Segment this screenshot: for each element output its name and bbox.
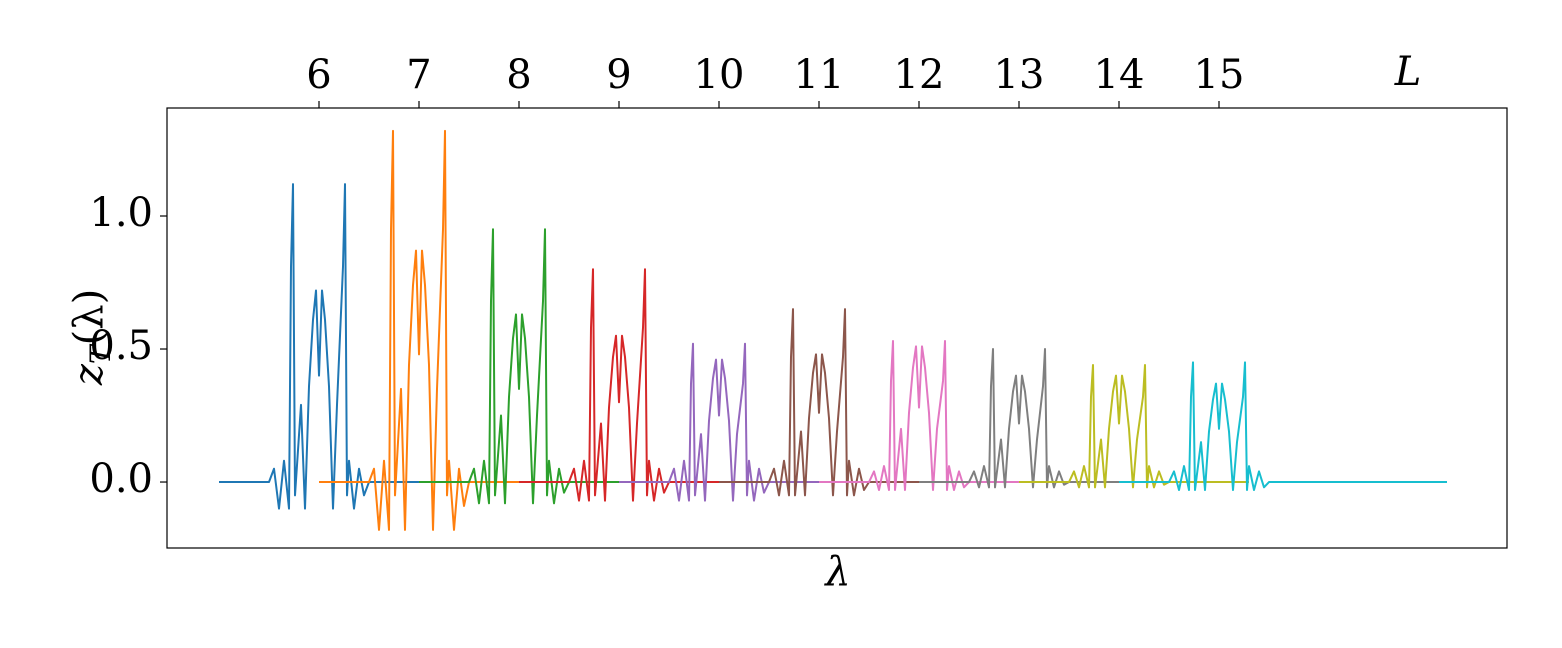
y-label-rest: (λ) (66, 289, 112, 346)
x-tick-label: 15 (1194, 52, 1245, 98)
y-axis-label: zT(λ) (66, 289, 117, 386)
y-label-base: z (66, 363, 112, 386)
x-tick-label: 8 (506, 52, 531, 98)
x-tick-label: 12 (894, 52, 945, 98)
top-axis-label: L (1394, 49, 1422, 95)
series-line (819, 340, 1049, 492)
series-line (619, 342, 849, 502)
series-line (419, 228, 649, 505)
x-tick-label: 13 (994, 52, 1045, 98)
series-line (219, 183, 449, 510)
x-tick-label: 14 (1094, 52, 1145, 98)
x-tick-label: 7 (406, 52, 431, 98)
x-tick-label: 9 (606, 52, 631, 98)
series-line (1019, 363, 1249, 489)
series-line (1119, 361, 1447, 492)
x-axis-label: λ (823, 549, 850, 595)
plot-frame (166, 107, 1508, 549)
x-tick-label: 11 (794, 52, 845, 98)
series-line (919, 348, 1149, 489)
y-tick-label: 1.0 (89, 190, 153, 236)
series-line (519, 268, 749, 502)
y-label-sub: T (84, 343, 117, 364)
x-tick-label: 6 (306, 52, 331, 98)
x-tick-label: 10 (694, 52, 745, 98)
y-tick-label: 0.0 (89, 456, 153, 502)
y-tick-label: 0.5 (89, 323, 153, 369)
series-line (319, 129, 549, 531)
series-line (719, 308, 949, 497)
